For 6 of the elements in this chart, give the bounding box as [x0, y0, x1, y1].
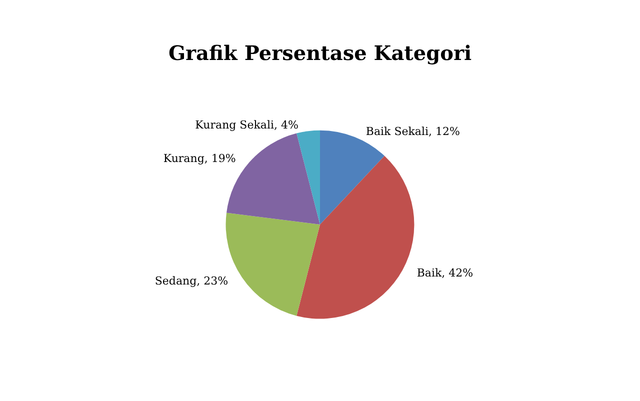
slice-label: Sedang, 23%: [154, 274, 228, 288]
slice-label: Baik, 42%: [416, 266, 474, 280]
slice-label: Baik Sekali, 12%: [366, 124, 460, 138]
slice-label: Kurang, 19%: [163, 152, 236, 165]
chart-title: Grafik Persentase Kategori: [168, 41, 472, 65]
slice-label: Kurang Sekali, 4%: [195, 118, 298, 132]
